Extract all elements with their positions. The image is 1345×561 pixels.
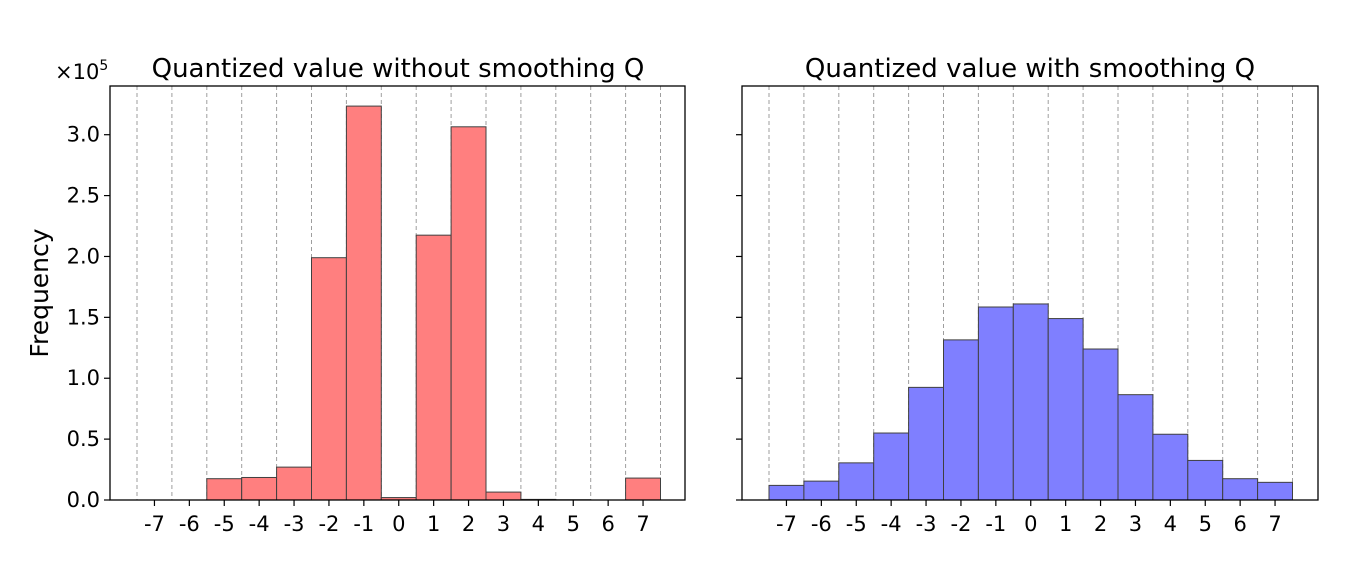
x-tick-label: -7: [776, 512, 797, 536]
x-tick-label: 7: [1268, 512, 1281, 536]
x-tick-label: 7: [636, 512, 649, 536]
x-tick-label: -5: [214, 512, 235, 536]
y-tick-label: 2.0: [67, 244, 100, 268]
x-tick-label: 5: [567, 512, 580, 536]
y-tick-label: 0.5: [67, 427, 100, 451]
histogram-bar: [873, 432, 910, 501]
x-tick-label: -6: [179, 512, 200, 536]
x-tick-label: 4: [1164, 512, 1177, 536]
histogram-bar: [276, 466, 313, 501]
histogram-bar: [908, 386, 944, 501]
x-tick-label: 6: [601, 512, 614, 536]
x-tick-label: -7: [144, 512, 165, 536]
y-tick-label: 1.5: [67, 305, 100, 329]
histogram-bar: [1257, 481, 1293, 501]
histogram-with-smoothing: -7 -6 -5 -4 -3 -2 -1 0 1 2 3 4 5 6 7 Quantized value w…: [736, 54, 1319, 536]
x-tick-label: 6: [1233, 512, 1246, 536]
x-tick-label: -2: [318, 512, 339, 536]
y-axis-label: Frequency: [25, 228, 54, 357]
x-tick-label: -4: [249, 512, 270, 536]
histogram-bar: [977, 306, 1014, 501]
chart-title: Quantized value without smoothing Q: [152, 54, 645, 84]
histogram-bar: [241, 476, 278, 501]
histogram-bar: [206, 478, 243, 501]
y-scale-multiplier: ×105: [55, 58, 108, 84]
histogram-bar: [1152, 433, 1189, 501]
x-tick-label: -6: [811, 512, 832, 536]
histogram-bar: [768, 484, 805, 501]
x-tick-label: -1: [353, 512, 374, 536]
histogram-bar: [838, 462, 875, 501]
y-tick-label: 1.0: [67, 366, 100, 390]
histogram-bar: [1012, 303, 1049, 501]
y-tick-label: 3.0: [67, 123, 100, 147]
x-tick-label: 2: [462, 512, 475, 536]
plot-frame: [741, 85, 1319, 501]
x-tick-label: 1: [1059, 512, 1072, 536]
plot-frame: [109, 85, 686, 501]
x-tick-label: -4: [881, 512, 902, 536]
chart-title: Quantized value with smoothing Q: [805, 54, 1255, 84]
histogram-bar: [415, 234, 452, 501]
x-tick-label: -1: [985, 512, 1006, 536]
y-tick-label: 2.5: [67, 184, 100, 208]
x-tick-label: 0: [1024, 512, 1037, 536]
histogram-bar: [485, 491, 522, 501]
histogram-without-smoothing: -7 -6 -5 -4 -3 -2 -1 0 1 2 3 4 5 6 7 0.0 0.5 1.0 1.5 2.0 2.5…: [67, 54, 686, 536]
x-tick-label: 3: [1129, 512, 1142, 536]
histogram-bar: [345, 105, 382, 501]
x-tick-label: -3: [284, 512, 305, 536]
histogram-bar: [943, 339, 979, 501]
histogram-bar: [450, 126, 487, 501]
x-tick-label: -5: [846, 512, 867, 536]
histogram-bar: [1117, 394, 1154, 501]
histogram-bar: [1082, 348, 1119, 501]
histogram-bar: [1222, 478, 1259, 501]
histogram-bar: [625, 477, 661, 501]
x-tick-label: 4: [532, 512, 545, 536]
histogram-bar: [803, 480, 840, 501]
x-tick-label: 1: [427, 512, 440, 536]
x-tick-label: 2: [1094, 512, 1107, 536]
x-tick-label: 5: [1199, 512, 1212, 536]
histogram-bar: [311, 257, 347, 501]
x-tick-label: 3: [497, 512, 510, 536]
x-tick-label: -2: [950, 512, 971, 536]
y-tick-label: 0.0: [67, 488, 100, 512]
x-tick-label: -3: [916, 512, 937, 536]
x-tick-label: 0: [392, 512, 405, 536]
histogram-bar: [1187, 459, 1224, 501]
histogram-bar: [1047, 318, 1084, 501]
